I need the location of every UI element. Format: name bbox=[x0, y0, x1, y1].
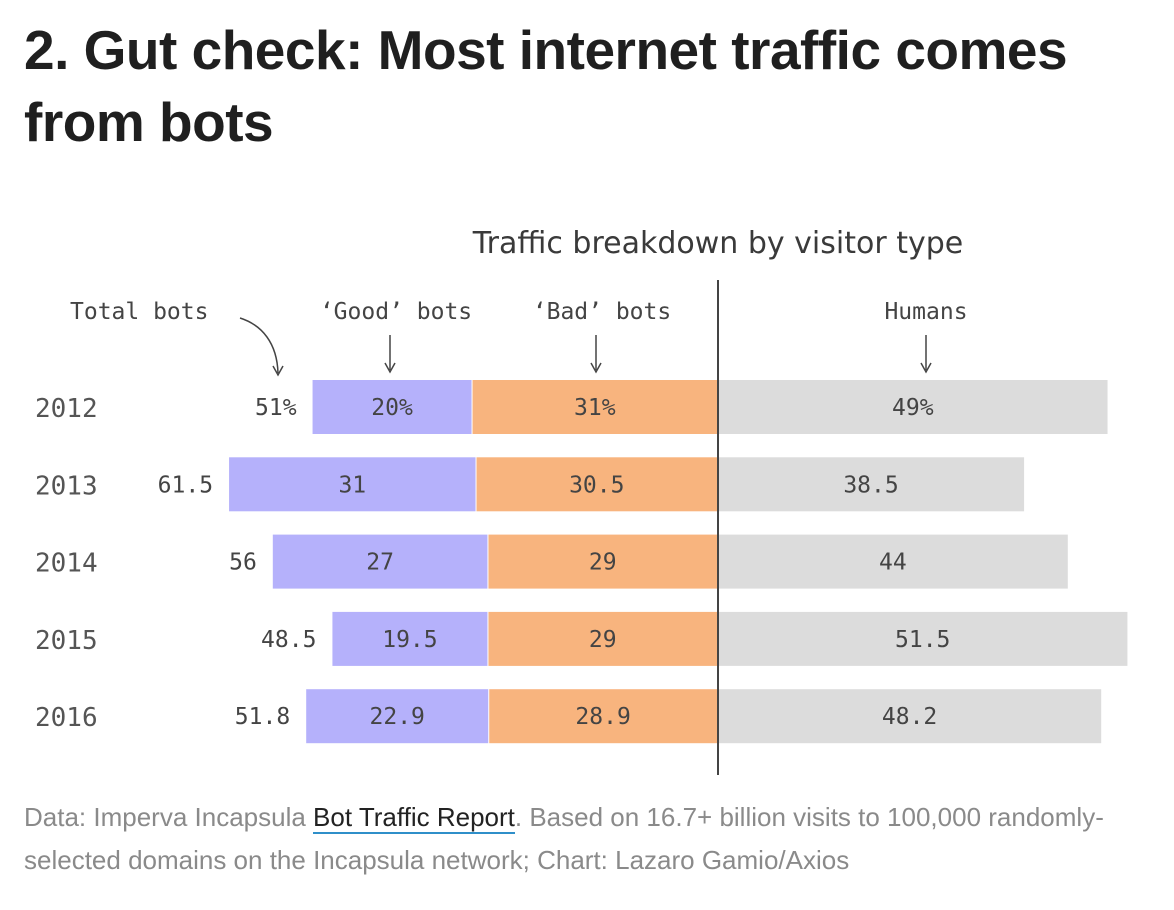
good-bots-bar bbox=[229, 457, 476, 512]
source-prefix: Data: Imperva Incapsula bbox=[24, 802, 314, 832]
good-bots-bar bbox=[312, 380, 472, 434]
bad-bots-bar bbox=[488, 534, 718, 589]
good-bots-bar bbox=[306, 689, 489, 744]
good-bots-label: 27 bbox=[366, 550, 394, 576]
year-label: 2013 bbox=[35, 471, 98, 501]
bad-bots-arrowhead bbox=[590, 362, 602, 374]
humans-label: 38.5 bbox=[843, 472, 898, 498]
good-bots-label: 22.9 bbox=[370, 704, 425, 730]
year-label: 2015 bbox=[35, 626, 98, 656]
header-total-bots: Total bots bbox=[70, 299, 208, 325]
humans-bar bbox=[719, 534, 1068, 589]
humans-label: 48.2 bbox=[882, 704, 937, 730]
source-suffix: . Based on 16.7+ billion visits to 100,0… bbox=[24, 802, 1104, 875]
header-bad-bots: ‘Bad’ bots bbox=[533, 299, 671, 325]
good-bots-bar bbox=[272, 534, 488, 589]
total-bots-label: 51.8 bbox=[235, 704, 290, 730]
humans-label: 49% bbox=[892, 395, 934, 421]
humans-label: 51.5 bbox=[895, 627, 950, 653]
humans-bar bbox=[719, 457, 1025, 512]
total-bots-label: 51% bbox=[255, 395, 297, 421]
humans-bar bbox=[719, 611, 1128, 666]
bad-bots-bar bbox=[489, 689, 718, 744]
bad-bots-bar bbox=[476, 457, 718, 512]
header-humans: Humans bbox=[884, 299, 967, 325]
page-title: 2. Gut check: Most internet traffic come… bbox=[24, 19, 1068, 153]
humans-label: 44 bbox=[879, 550, 907, 576]
humans-arrowhead bbox=[920, 362, 932, 374]
good-bots-bar bbox=[332, 611, 488, 666]
header-good-bots: ‘Good’ bots bbox=[320, 299, 472, 325]
bad-bots-bar bbox=[472, 380, 718, 434]
bad-bots-label: 29 bbox=[589, 627, 617, 653]
humans-bar bbox=[719, 689, 1102, 744]
source-link[interactable]: Bot Traffic Report bbox=[313, 802, 515, 834]
total-bots-arrowhead bbox=[272, 365, 284, 377]
bad-bots-label: 30.5 bbox=[569, 472, 624, 498]
humans-bar bbox=[719, 380, 1108, 434]
good-bots-label: 19.5 bbox=[382, 627, 437, 653]
good-bots-label: 31 bbox=[338, 472, 366, 498]
year-label: 2012 bbox=[35, 394, 98, 424]
bad-bots-label: 31% bbox=[574, 395, 616, 421]
total-bots-label: 61.5 bbox=[158, 472, 213, 498]
good-bots-arrowhead bbox=[384, 362, 396, 374]
chart-title: Traffic breakdown by visitor type bbox=[472, 226, 963, 261]
bad-bots-bar bbox=[488, 611, 718, 666]
bad-bots-label: 28.9 bbox=[575, 704, 630, 730]
total-bots-label: 48.5 bbox=[261, 627, 316, 653]
total-bots-label: 56 bbox=[229, 550, 257, 576]
total-bots-curved-arrow bbox=[239, 317, 279, 374]
bad-bots-label: 29 bbox=[589, 550, 617, 576]
chart-rows: 20% 31% 49% 2012 51% 31 30.5 38.5 2013 61.5 27 29 44… bbox=[35, 380, 1128, 744]
good-bots-label: 20% bbox=[371, 395, 413, 421]
source-note: Data: Imperva Incapsula Bot Traffic Repo… bbox=[24, 796, 1144, 882]
header-arrows bbox=[239, 317, 932, 377]
traffic-chart: Traffic breakdown by visitor type Total … bbox=[35, 226, 1128, 775]
year-label: 2016 bbox=[35, 703, 98, 733]
year-label: 2014 bbox=[35, 549, 98, 579]
